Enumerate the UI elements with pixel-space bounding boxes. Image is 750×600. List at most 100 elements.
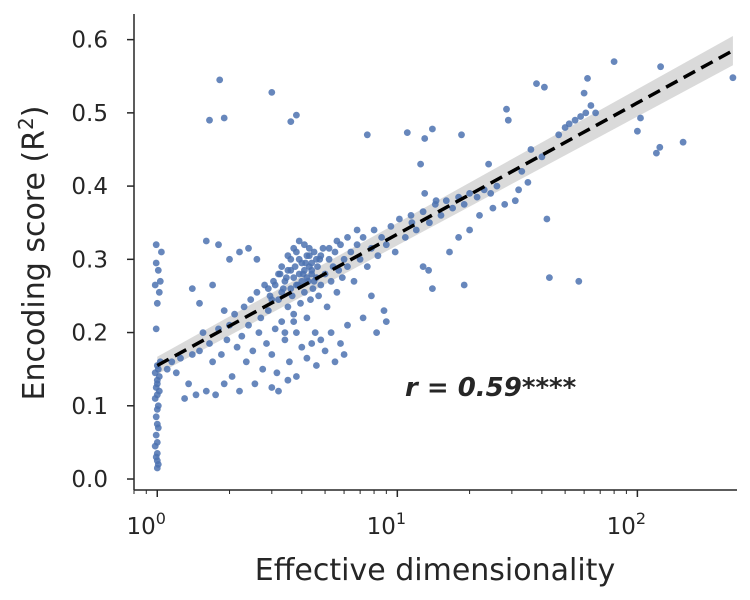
data-point [344,263,351,270]
data-point [290,318,298,325]
data-point [181,395,189,402]
data-point [524,179,532,186]
data-point [215,241,222,249]
fit-confidence-band [157,35,733,375]
data-point [245,321,252,329]
data-point [209,358,217,366]
data-point [152,431,160,439]
data-point [455,234,462,241]
data-point [538,153,546,161]
data-point [323,303,331,311]
data-point [466,226,473,234]
data-point [202,387,210,395]
data-point [154,266,162,274]
data-point [370,226,378,234]
data-point [152,241,160,249]
data-point [298,259,306,267]
data-point [287,285,295,292]
data-point [489,204,497,212]
data-point [305,244,313,252]
data-point [206,116,213,124]
data-point [504,116,512,124]
data-point [401,234,409,241]
data-point [303,274,311,281]
data-point [155,288,163,296]
y-tick-label: 0.0 [71,467,108,493]
data-point [268,384,276,391]
data-point [373,329,380,336]
points-layer [151,58,737,472]
data-point [284,303,292,311]
data-point [268,351,276,358]
data-point [317,336,325,344]
y-tick-label: 0.3 [71,247,108,273]
data-point [315,292,322,300]
data-point [152,325,160,333]
data-point [368,292,375,300]
data-point [432,197,440,205]
data-point [503,105,510,113]
data-point [196,347,203,355]
data-point [565,120,573,128]
data-point [271,281,279,289]
data-point [298,277,306,285]
data-point [425,266,432,274]
data-point [287,118,295,125]
data-point [236,248,243,256]
data-point [344,321,351,329]
data-point [308,340,316,347]
data-point [293,329,300,336]
data-point [333,288,341,296]
data-point [331,358,339,366]
data-point [238,332,246,340]
confidence-band-layer [157,35,733,375]
data-point [220,307,228,314]
data-point [485,160,492,168]
data-point [242,358,250,366]
data-point [460,201,468,208]
data-point [555,131,563,139]
data-point [317,281,325,289]
data-point [249,347,257,355]
data-point [314,263,321,270]
data-point [419,263,427,270]
data-point [515,186,522,194]
data-point [582,109,590,117]
data-point [421,190,429,197]
data-point [188,285,196,292]
data-point [487,190,495,197]
data-point [319,244,327,252]
data-point [325,255,333,263]
data-point [387,223,395,230]
data-point [518,168,526,175]
data-point [152,413,160,421]
data-point [460,281,468,289]
data-point [240,303,248,311]
data-point [202,237,210,245]
data-point [347,248,355,256]
data-point [153,450,161,457]
data-point [290,274,298,281]
data-point [152,259,160,267]
data-point [729,74,737,82]
data-point [206,340,213,347]
data-point [359,234,367,241]
data-point [216,76,224,84]
x-tick-label: 102 [607,509,646,540]
data-point [212,391,220,399]
data-point [331,248,339,256]
data-point [592,109,599,117]
data-point [313,362,320,369]
data-point [196,299,203,307]
data-point [163,365,171,373]
data-point [310,248,318,256]
data-point [298,343,306,351]
data-point [156,277,164,285]
data-point [338,274,346,281]
data-point [637,114,644,122]
data-point [493,182,501,190]
y-tick-label: 0.1 [71,394,108,420]
data-point [412,226,420,234]
data-point [275,270,282,278]
data-point [284,252,292,260]
